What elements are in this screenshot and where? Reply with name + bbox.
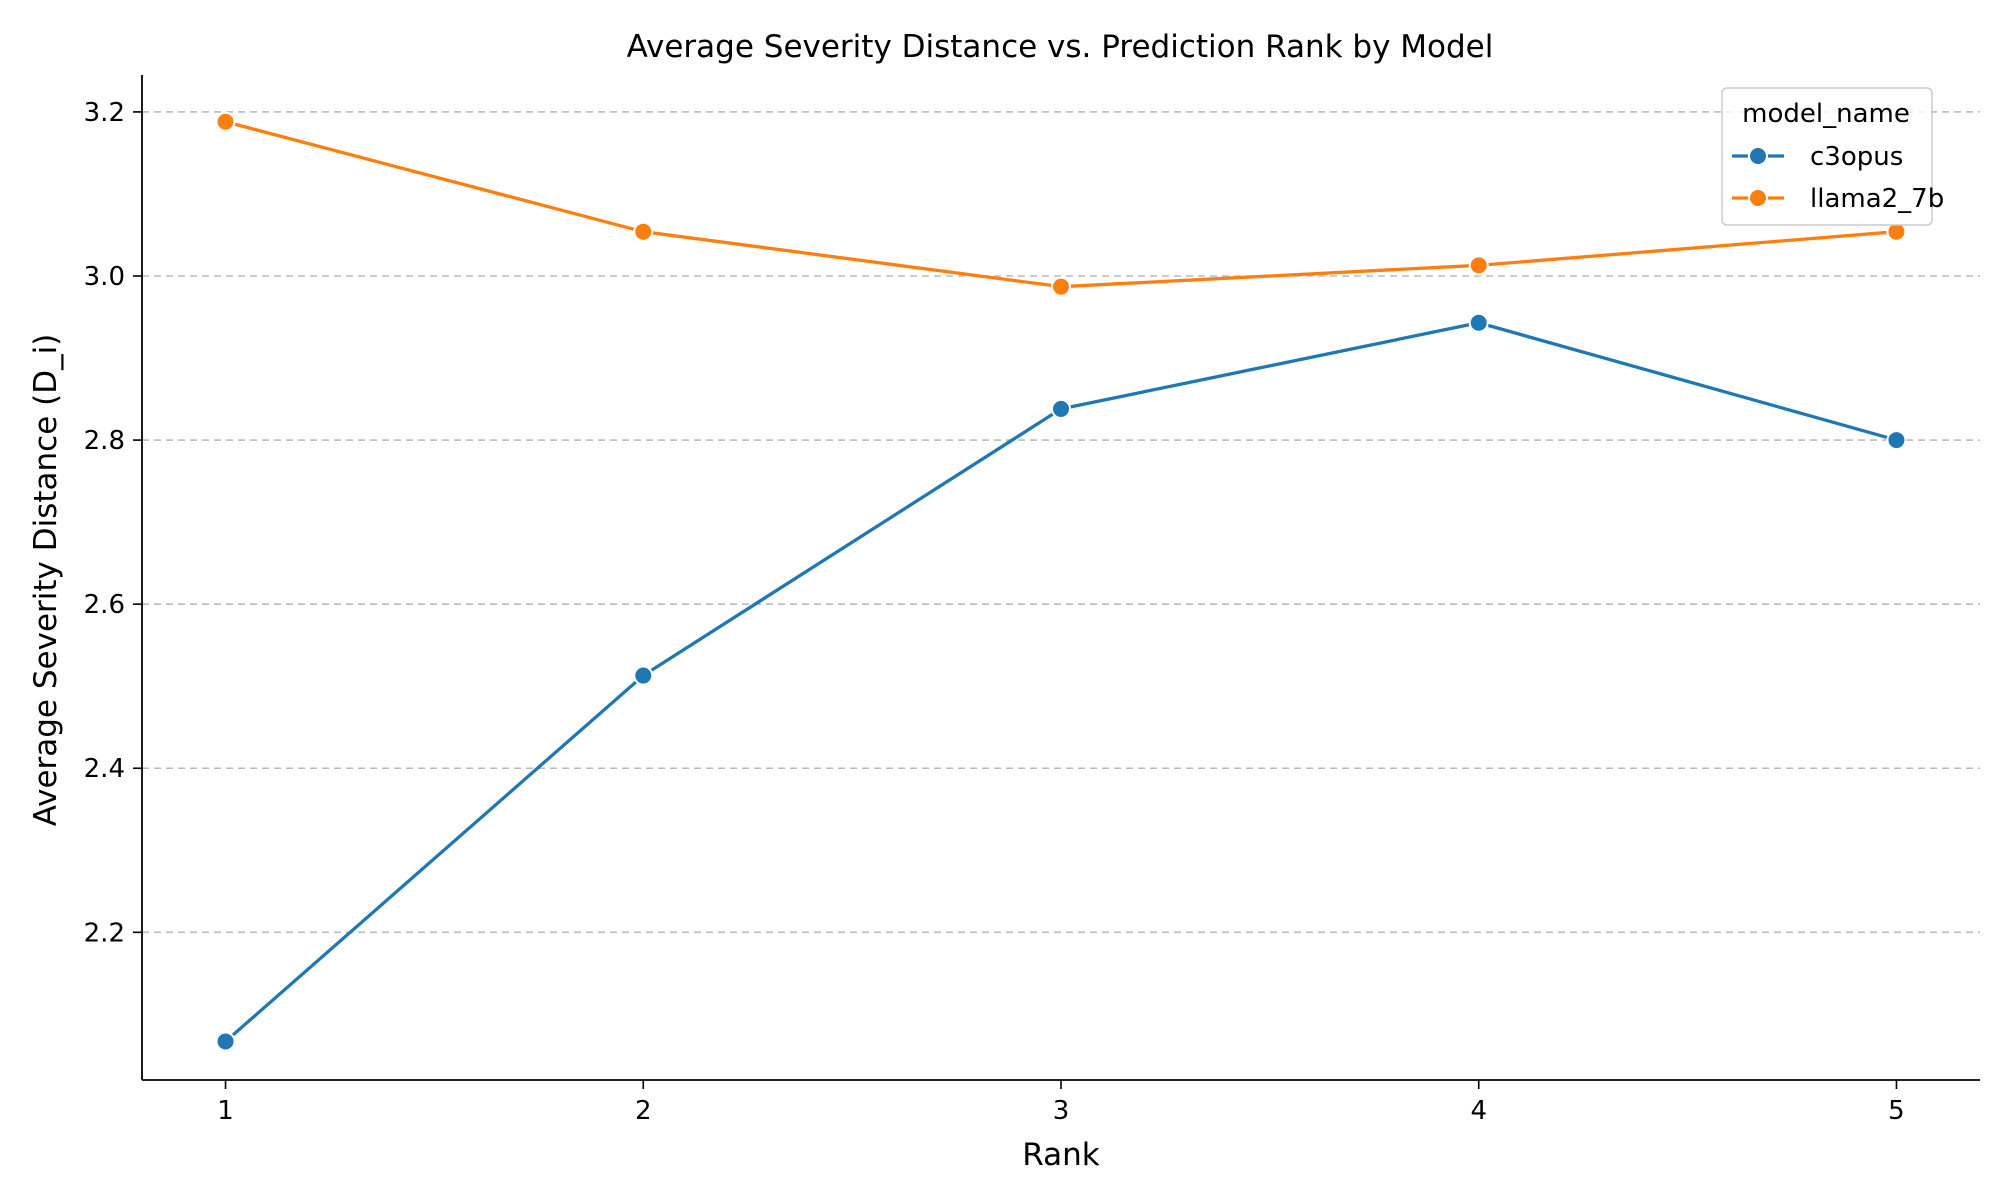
data-point-llama2_7b — [215, 111, 236, 132]
x-tick-label: 5 — [1888, 1096, 1905, 1126]
legend-marker-c3opus — [1748, 146, 1768, 166]
series-markers — [215, 111, 1907, 1052]
y-tick-label: 2.6 — [84, 590, 125, 620]
data-point-c3opus — [1051, 398, 1071, 419]
legend-label-c3opus: c3opus — [1810, 142, 1903, 172]
y-tick-label: 2.8 — [84, 426, 125, 456]
data-point-c3opus — [1886, 430, 1907, 451]
legend-label-llama2_7b: llama2_7b — [1810, 184, 1944, 214]
grid-lines — [142, 111, 1980, 934]
data-point-c3opus — [1468, 312, 1489, 333]
legend-title: model_name — [1742, 99, 1910, 129]
axes — [141, 75, 1980, 1081]
data-point-c3opus — [215, 1031, 236, 1052]
x-tick-label: 4 — [1470, 1096, 1487, 1126]
series-line-llama2_7b — [225, 120, 1897, 289]
y-tick-label: 3.2 — [84, 98, 125, 128]
y-axis-label: Average Severity Distance (D_i) — [28, 334, 64, 827]
x-tick-label: 1 — [217, 1096, 234, 1126]
series-line-c3opus — [224, 321, 1897, 1043]
legend-marker-llama2_7b — [1748, 188, 1768, 208]
data-point-llama2_7b — [1051, 276, 1071, 297]
x-tick-label: 3 — [1053, 1096, 1070, 1126]
y-ticks: 2.2 2.4 2.6 2.8 3.0 3.2 — [84, 98, 142, 948]
legend: model_name c3opus llama2_7b — [1721, 87, 1944, 226]
y-tick-label: 2.2 — [84, 918, 125, 948]
data-point-llama2_7b — [1468, 255, 1489, 276]
y-tick-label: 3.0 — [84, 262, 125, 292]
data-point-c3opus — [633, 665, 654, 686]
x-ticks: 1 2 3 4 5 — [217, 1080, 1905, 1126]
y-tick-label: 2.4 — [84, 754, 125, 784]
data-point-llama2_7b — [633, 221, 654, 242]
series-lines — [224, 120, 1897, 1043]
x-tick-label: 2 — [635, 1096, 652, 1126]
x-axis-label: Rank — [1022, 1137, 1100, 1173]
chart-title: Average Severity Distance vs. Prediction… — [627, 29, 1494, 65]
legend-box — [1721, 87, 1933, 226]
